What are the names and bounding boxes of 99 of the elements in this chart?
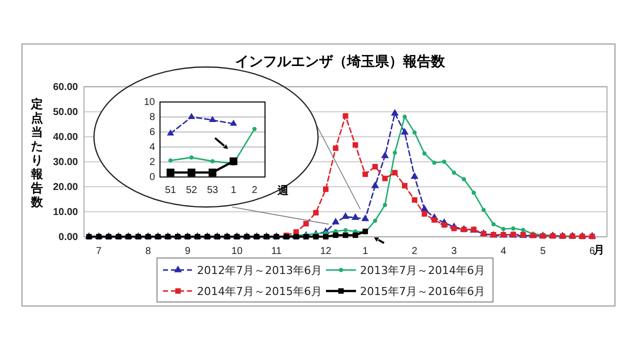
point — [332, 232, 338, 238]
x-tick-label: 10 — [231, 246, 243, 257]
x-axis-title: 週 — [276, 184, 290, 197]
legend-label: 2015年7月～2016年6月 — [360, 285, 485, 298]
y-tick-label: 50.00 — [52, 106, 78, 118]
x-tick-label: 1 — [230, 185, 237, 196]
point — [472, 190, 476, 195]
point — [382, 202, 388, 208]
legend-label: 2014年7月～2015年6月 — [197, 285, 322, 298]
x-tick-label: 11 — [271, 246, 282, 257]
point — [342, 212, 350, 219]
point — [332, 218, 340, 224]
point — [511, 226, 516, 231]
point — [462, 177, 466, 182]
point — [188, 168, 196, 176]
x-tick-label: 5 — [540, 246, 546, 257]
point — [442, 160, 446, 164]
point — [188, 112, 196, 120]
x-tick-label: 2 — [252, 185, 258, 196]
point — [402, 114, 407, 119]
point — [230, 120, 238, 126]
x-tick-label: 51 — [164, 185, 176, 196]
point — [352, 232, 358, 238]
y-tick-label: 40.00 — [52, 132, 78, 143]
point — [371, 181, 379, 188]
legend-label: 2013年7月～2014年6月 — [360, 264, 485, 277]
y-tick-label: 20.00 — [52, 182, 78, 193]
point — [381, 151, 389, 158]
point — [501, 226, 506, 232]
y-tick-label: 30.00 — [52, 156, 78, 168]
point — [390, 108, 399, 116]
point — [210, 159, 215, 164]
y-tick-label: 10 — [144, 97, 156, 108]
point — [422, 151, 427, 156]
chart-title: インフルエンザ（埼玉県）報告数 — [235, 54, 446, 70]
point — [422, 211, 428, 217]
point — [521, 228, 526, 232]
point — [372, 218, 378, 223]
point — [166, 129, 174, 136]
point — [362, 171, 368, 177]
point — [166, 168, 174, 176]
point — [400, 128, 409, 135]
point — [168, 158, 173, 163]
x-axis-title: 月 — [592, 244, 604, 257]
point — [230, 157, 238, 166]
point — [189, 155, 194, 160]
point — [432, 217, 438, 223]
point — [412, 130, 417, 135]
point — [208, 168, 216, 176]
x-tick-label: 4 — [500, 246, 507, 257]
point — [351, 213, 360, 220]
point — [452, 170, 456, 175]
point — [352, 142, 358, 148]
point — [482, 208, 486, 212]
point — [342, 232, 348, 238]
x-tick-label: 9 — [184, 246, 191, 257]
point — [382, 176, 388, 182]
point — [252, 126, 257, 132]
point — [420, 204, 428, 212]
y-tick-label: 4 — [149, 142, 156, 154]
point — [432, 160, 436, 165]
x-tick-label: 2 — [412, 246, 418, 257]
point — [343, 228, 348, 232]
point — [441, 222, 447, 228]
x-tick-label: 52 — [186, 185, 198, 196]
x-tick-label: 6 — [589, 246, 596, 257]
point — [402, 182, 408, 188]
y-axis-title: 定点当たり報告数 — [30, 97, 44, 209]
point — [392, 150, 397, 155]
point — [332, 145, 338, 151]
point — [410, 172, 418, 179]
point — [303, 234, 309, 240]
x-tick-label: 12 — [320, 246, 332, 257]
y-tick-label: 60.00 — [52, 82, 78, 93]
point — [392, 170, 398, 176]
legend-label: 2012年7月～2013年6月 — [197, 264, 322, 277]
point — [372, 164, 378, 170]
point — [208, 116, 216, 122]
point — [323, 234, 328, 240]
point — [361, 214, 370, 222]
x-tick-label: 1 — [362, 246, 368, 257]
y-tick-label: 2 — [149, 157, 156, 168]
x-tick-label: 3 — [451, 246, 458, 257]
point — [293, 229, 299, 235]
y-tick-label: 0 — [149, 172, 156, 184]
y-tick-label: 0.00 — [58, 232, 78, 243]
point — [491, 222, 496, 226]
point — [303, 220, 309, 226]
point — [342, 113, 348, 119]
point — [313, 210, 319, 216]
point — [313, 234, 319, 240]
point — [323, 186, 328, 192]
y-tick-label: 10.00 — [52, 206, 78, 218]
x-tick-label: 53 — [206, 185, 218, 196]
y-tick-label: 8 — [149, 112, 156, 124]
y-tick-label: 6 — [149, 127, 156, 138]
point — [412, 197, 418, 203]
x-tick-label: 7 — [96, 246, 102, 257]
point — [451, 226, 457, 232]
